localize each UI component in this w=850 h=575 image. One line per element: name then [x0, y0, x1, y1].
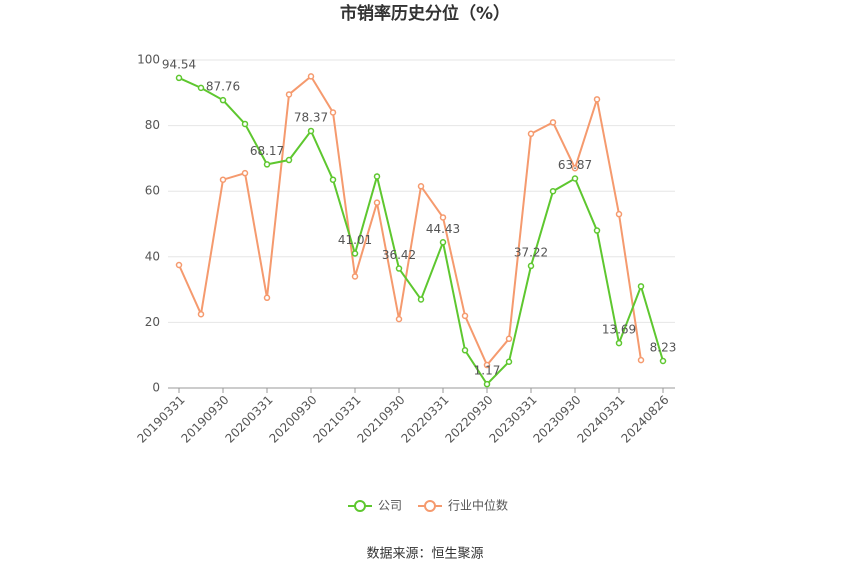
data-label: 13.69: [602, 323, 636, 337]
point: [197, 310, 205, 318]
point: [285, 156, 293, 164]
point: [285, 91, 293, 98]
point: [417, 296, 425, 303]
series-line: [178, 74, 642, 367]
point: [417, 183, 425, 190]
point: [373, 173, 381, 180]
y-tick-label: 100: [137, 53, 160, 67]
point: [219, 96, 227, 104]
point: [307, 73, 315, 80]
point: [307, 127, 315, 135]
point: [461, 347, 469, 354]
point: [549, 119, 557, 126]
point: [593, 227, 601, 234]
data-label: 37.22: [514, 245, 548, 259]
point: [351, 273, 359, 280]
point: [483, 361, 491, 369]
source: 数据来源：恒生聚源: [366, 547, 483, 562]
point: [505, 358, 513, 366]
point: [549, 187, 557, 195]
data-label: 78.37: [294, 110, 328, 124]
point: [263, 161, 271, 168]
point: [527, 262, 535, 270]
point: [263, 294, 271, 302]
y-tick-label: 40: [145, 249, 160, 263]
point: [241, 120, 249, 128]
data-label: 87.76: [206, 80, 240, 94]
point: [439, 239, 447, 246]
point: [329, 176, 337, 183]
point: [329, 109, 337, 116]
data-label: 8.23: [650, 341, 677, 355]
point: [395, 315, 403, 323]
point: [373, 199, 381, 206]
point: [175, 261, 183, 269]
series-line: [178, 76, 664, 386]
point: [351, 250, 359, 257]
x-tick-label: 20240826: [619, 393, 672, 446]
point: [659, 357, 667, 365]
point: [637, 356, 645, 364]
point: [241, 169, 249, 177]
chart-title: 市销率历史分位（%）: [340, 3, 510, 24]
data-label: 36.42: [382, 248, 416, 262]
legend-label: 公司: [378, 499, 402, 513]
point: [637, 283, 645, 290]
data-label: 68.17: [250, 144, 284, 158]
point: [527, 130, 535, 138]
y-tick-label: 80: [145, 118, 160, 132]
data-label: 1.17: [474, 364, 501, 378]
point: [505, 335, 513, 343]
y-tick-label: 20: [145, 315, 160, 329]
point: [439, 214, 447, 221]
legend-marker: [424, 500, 436, 512]
point: [461, 312, 469, 320]
point: [571, 175, 579, 182]
point: [615, 210, 623, 218]
point: [219, 176, 227, 183]
point: [593, 96, 601, 103]
point: [197, 84, 205, 92]
y-tick-label: 0: [152, 381, 160, 395]
point: [395, 265, 403, 272]
data-label: 41.01: [338, 233, 372, 247]
point: [175, 74, 183, 82]
point: [571, 164, 579, 172]
y-tick-label: 60: [145, 184, 160, 198]
legend-label: 行业中位数: [448, 498, 508, 513]
data-label: 63.87: [558, 158, 592, 172]
point: [615, 339, 623, 347]
legend-marker: [354, 500, 366, 512]
point: [483, 380, 491, 388]
data-label: 44.43: [426, 222, 460, 236]
data-label: 94.54: [162, 57, 196, 71]
